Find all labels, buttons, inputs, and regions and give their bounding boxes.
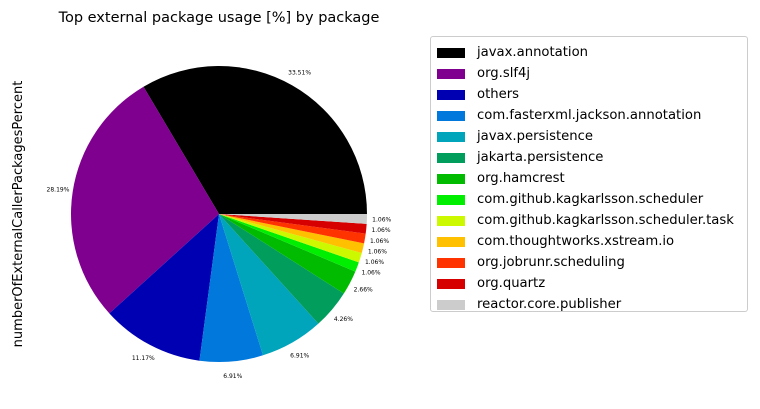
legend-label: com.thoughtworks.xstream.io [477,234,675,249]
pie-slice-12 [219,214,367,224]
legend-item-3: com.fasterxml.jackson.annotation [437,105,747,126]
pie-slice-4 [219,214,319,356]
legend-swatch [437,47,465,58]
legend-swatch [437,152,465,163]
legend-swatch [437,173,465,184]
pie-label-8: 1.06% [365,259,384,266]
legend-item-2: others [437,84,747,105]
legend-item-1: org.slf4j [437,63,747,84]
legend-label: com.github.kagkarlsson.scheduler [477,192,704,207]
pie-slice-2 [109,214,219,361]
legend-swatch [437,299,465,310]
pie-slice-7 [219,214,359,272]
pie-label-7: 1.06% [361,269,380,276]
pie-label-0: 33.51% [288,70,311,77]
legend-swatch [437,278,465,289]
pie-label-2: 11.17% [132,355,155,362]
legend-swatch [437,110,465,121]
pie-label-1: 28.19% [47,187,70,194]
legend-label: javax.annotation [477,45,589,60]
legend-swatch [437,215,465,226]
pie-label-6: 2.66% [354,287,373,294]
pie-label-10: 1.06% [370,238,389,245]
legend-label: org.jobrunr.scheduling [477,255,625,270]
pie-label-3: 6.91% [223,373,242,380]
pie-slice-5 [219,214,344,324]
legend-item-9: com.thoughtworks.xstream.io [437,231,747,252]
legend-label: org.slf4j [477,66,531,81]
legend: javax.annotation org.slf4j others com.faste… [430,36,748,312]
pie-slice-8 [219,214,362,263]
pie-slice-6 [219,214,356,294]
legend-item-10: org.jobrunr.scheduling [437,252,747,273]
legend-item-4: javax.persistence [437,126,747,147]
pie-slice-1 [71,86,219,314]
legend-swatch [437,257,465,268]
percent-labels: 33.51% 28.19% 11.17% 6.91% 6.91% 4.26% 2.66% 1.… [47,70,392,381]
legend-item-6: org.hamcrest [437,168,747,189]
legend-label: jakarta.persistence [477,150,604,165]
pie-label-5: 4.26% [334,316,353,323]
legend-item-8: com.github.kagkarlsson.scheduler.task [437,210,747,231]
legend-swatch [437,89,465,100]
legend-item-7: com.github.kagkarlsson.scheduler [437,189,747,210]
pie-slice-11 [219,214,367,234]
legend-item-0: javax.annotation [437,42,747,63]
legend-swatch [437,131,465,142]
pie-slice-9 [219,214,365,253]
pie-slice-10 [219,214,366,244]
legend-swatch [437,236,465,247]
legend-label: org.quartz [477,276,546,291]
legend-swatch [437,68,465,79]
pie-slices [71,66,367,362]
legend-item-12: reactor.core.publisher [437,294,747,315]
pie-label-11: 1.06% [371,227,390,234]
legend-label: org.hamcrest [477,171,565,186]
legend-label: reactor.core.publisher [477,297,622,312]
legend-label: javax.persistence [477,129,593,144]
pie-label-4: 6.91% [290,352,309,359]
legend-label: com.fasterxml.jackson.annotation [477,108,702,123]
pie-label-12: 1.06% [372,216,391,223]
pie-label-9: 1.06% [368,249,387,256]
chart-title: Top external package usage [%] by packag… [58,10,380,26]
y-axis-label: numberOfExternalCallerPackagesPercent [11,81,26,348]
legend-swatch [437,194,465,205]
legend-item-11: org.quartz [437,273,747,294]
legend-label: com.github.kagkarlsson.scheduler.task [477,213,734,228]
legend-label: others [477,87,520,102]
pie-slice-3 [199,214,263,362]
pie-slice-0 [143,66,367,215]
legend-item-5: jakarta.persistence [437,147,747,168]
